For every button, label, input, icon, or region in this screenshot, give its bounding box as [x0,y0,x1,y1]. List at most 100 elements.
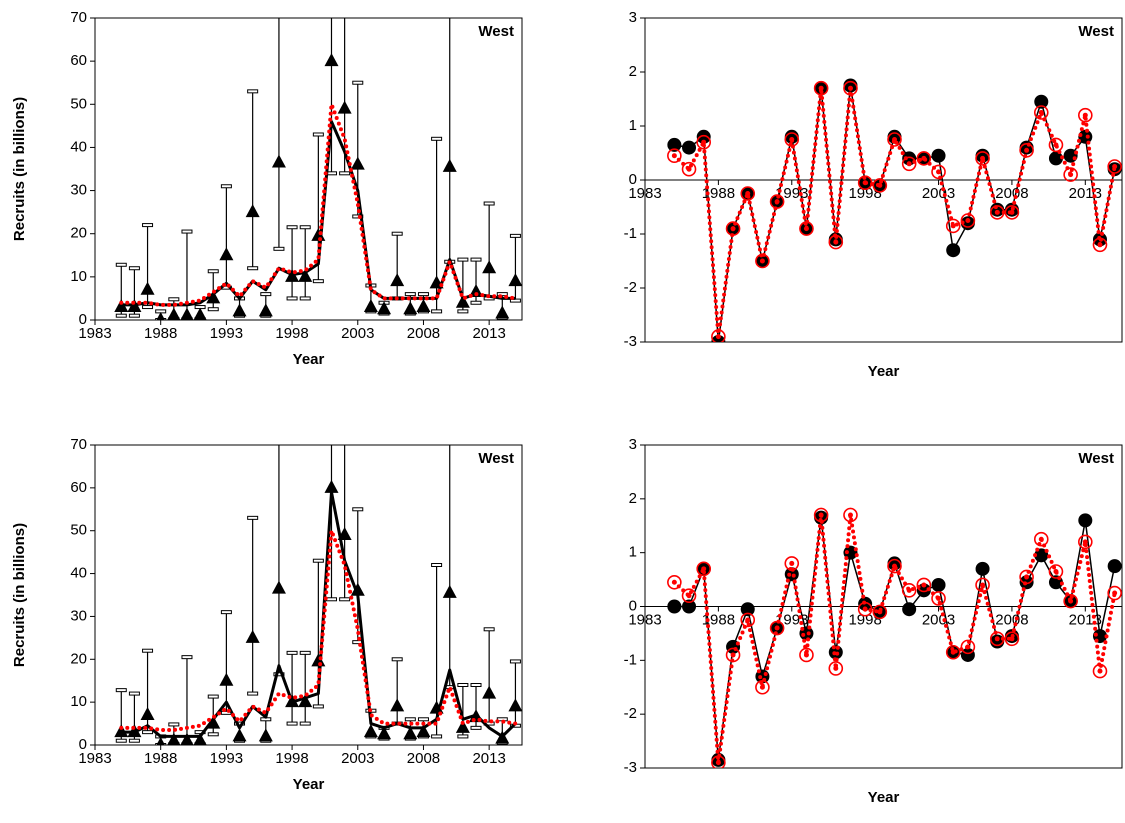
marker-ring [1004,631,1020,647]
x-axis-title: Year [293,776,325,793]
marker-ring [784,132,800,147]
error-cap [207,694,219,699]
marker-dot [892,563,898,569]
marker-dot [686,593,692,599]
marker [945,218,961,234]
y-tick-label: 40 [70,565,87,582]
marker-ring [725,221,741,236]
marker-ring [1063,167,1078,182]
marker [363,724,378,738]
marker-dot [906,161,912,167]
marker [271,580,286,594]
marker [219,247,234,261]
error-cap [286,650,298,655]
marker [975,561,990,576]
marker [1078,513,1093,528]
marker [1048,564,1064,579]
marker-dot [701,566,707,572]
x-tick-label: 2003 [341,325,374,342]
marker [667,599,682,614]
error-cap [457,257,469,262]
marker [167,732,181,745]
marker [1004,205,1020,220]
marker [298,694,313,708]
marker [946,243,961,258]
marker-ring [1019,143,1034,158]
marker [442,158,457,172]
marker [1034,548,1049,563]
error-cap [391,657,403,662]
y-tick-label: -1 [624,225,637,242]
marker [667,148,682,163]
error-cap [431,136,443,141]
marker-dot [1009,209,1015,215]
marker [799,647,814,663]
marker-dot [847,512,853,518]
marker [508,273,522,287]
y-tick-label: 10 [70,693,87,710]
marker [916,577,932,593]
marker-dot [892,137,898,142]
y-tick-label: -3 [624,759,637,776]
annotation: West [1078,450,1114,467]
marker [784,132,800,147]
marker [799,221,814,236]
marker-dot [1082,539,1088,545]
error-cap [509,659,521,664]
marker-ring [740,612,756,628]
marker [813,507,829,523]
marker-ring [1019,569,1034,585]
marker-dot [671,579,677,585]
marker-dot [789,137,795,142]
marker-ring [887,132,902,147]
marker-ring [857,601,873,617]
marker [887,558,902,574]
marker-dot [803,652,809,658]
marker-dot [847,85,853,91]
marker [828,661,844,676]
error-cap [286,225,298,230]
marker [508,698,522,712]
error-cap [299,296,311,301]
marker [324,53,339,67]
marker-dot [1024,574,1030,580]
marker-ring [843,80,858,96]
marker-ring [945,218,961,234]
error-cap [273,246,285,251]
x-tick-label: 1988 [702,185,735,202]
marker-ring [828,234,844,250]
data-layer [114,18,522,320]
marker-ring [901,583,917,598]
error-cap [457,309,469,314]
marker-dot [994,209,1000,215]
error-cap [181,655,193,660]
marker [931,577,946,592]
marker [857,175,873,190]
error-cap [431,309,443,314]
marker-ring [667,148,682,163]
y-tick-label: -2 [624,279,637,296]
marker-dot [877,182,883,188]
marker-ring [1092,663,1108,679]
marker [1048,151,1063,166]
x-tick-label: 1998 [275,750,308,767]
marker-ring [989,205,1005,220]
marker [350,156,365,170]
marker-ring [945,644,961,660]
error-cap [483,627,495,632]
marker [495,305,510,319]
marker [1019,143,1034,158]
marker-dot [701,139,707,145]
marker-ring [711,329,726,342]
error-cap [352,507,364,512]
marker-dot [715,334,721,340]
marker-ring [857,175,873,190]
marker-dot [1038,536,1044,542]
marker [696,129,711,144]
marker-ring [1092,237,1108,253]
error-cap [352,80,364,85]
marker [872,178,888,193]
marker-ring [960,213,976,228]
marker-ring [667,574,682,590]
